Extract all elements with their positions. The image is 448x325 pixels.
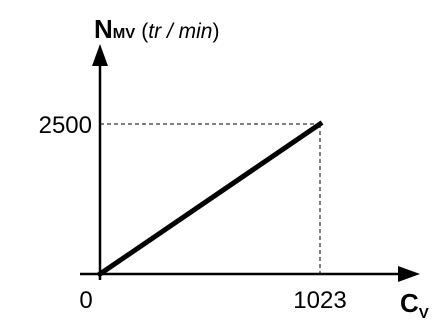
y-axis-label-main: N	[94, 14, 113, 44]
y-axis-label-sub: MV	[113, 25, 136, 42]
y-axis-arrow-icon	[92, 44, 108, 66]
x-tick-label: 0	[79, 287, 92, 314]
y-axis-unit-close: )	[212, 20, 219, 43]
y-axis-unit-open: (	[141, 20, 148, 43]
y-tick-label: 2500	[39, 112, 92, 139]
y-axis-label: NMV (tr / min)	[94, 14, 219, 44]
x-axis-label: CV	[400, 288, 429, 322]
x-axis-label-sub: V	[419, 305, 429, 322]
x-axis-arrow-icon	[398, 266, 420, 282]
series-line	[96, 120, 324, 278]
x-tick-label: 1023	[293, 287, 346, 314]
x-axis-label-main: C	[400, 288, 419, 318]
y-axis-unit: tr / min	[148, 20, 212, 43]
